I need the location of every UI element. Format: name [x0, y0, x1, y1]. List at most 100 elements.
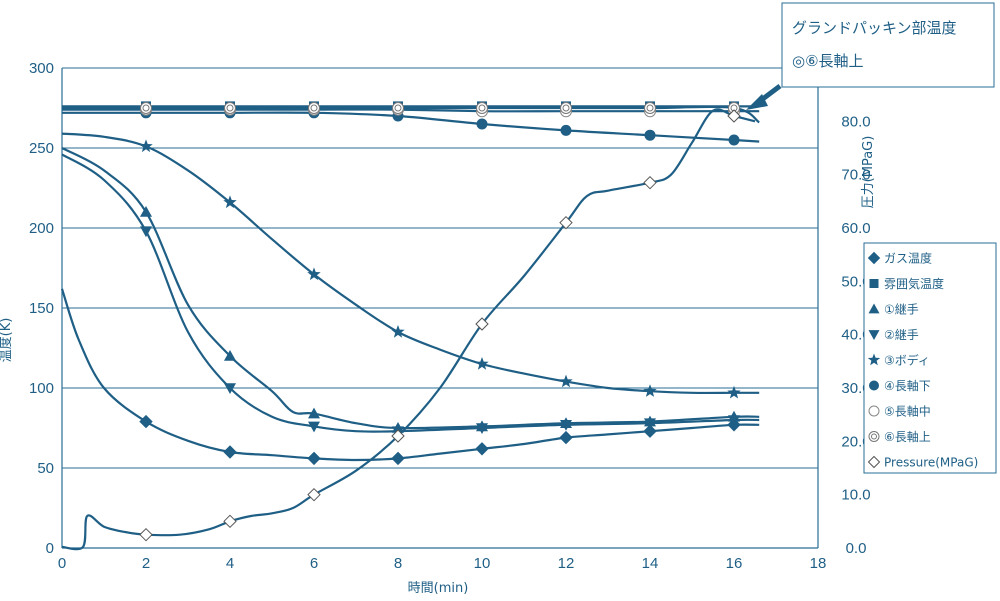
marker-double-circle-outer	[308, 102, 320, 114]
legend-label: ガス温度	[884, 251, 932, 266]
marker-double-circle	[224, 102, 236, 114]
marker-double-circle-inner	[394, 104, 402, 112]
series-layer	[60, 101, 760, 551]
marker-circle	[560, 124, 572, 136]
marker-double-circle-inner	[562, 104, 570, 112]
y-left-tick-label: 150	[29, 300, 54, 317]
x-tick-label: 18	[810, 555, 827, 572]
y-right-tick-label: 60.0	[841, 220, 870, 237]
marker-circle-open	[868, 405, 880, 417]
marker-diamond-open	[643, 175, 657, 190]
marker-star	[559, 374, 573, 388]
marker-diamond-open	[727, 109, 741, 123]
marker-double-circle-inner	[646, 104, 654, 112]
legend-label: ②継手	[884, 327, 919, 342]
marker-double-circle-inner	[142, 104, 150, 112]
marker-circle	[476, 118, 488, 130]
x-axis-label: 時間(min)	[408, 581, 469, 596]
marker-triangle-down	[560, 420, 572, 431]
y-right-tick-label: 50.0	[841, 273, 870, 290]
y-left-tick-label: 0	[46, 540, 54, 557]
marker-circle	[644, 129, 656, 141]
series-line	[60, 288, 760, 462]
marker-diamond	[475, 442, 489, 456]
x-tick-label: 14	[642, 555, 659, 572]
marker-double-circle	[476, 102, 488, 114]
marker-triangle-down	[476, 423, 488, 434]
series-4	[61, 132, 760, 399]
legend-box	[863, 242, 997, 474]
x-tick-label: 10	[474, 555, 491, 572]
marker-double-circle-inner	[226, 104, 234, 112]
marker-triangle-down	[308, 421, 320, 433]
marker-star	[727, 385, 741, 399]
marker-star	[475, 357, 489, 370]
series-8	[61, 108, 756, 551]
series-line	[61, 108, 756, 551]
marker-double-circle-inner	[310, 104, 318, 112]
marker-diamond-open	[867, 455, 881, 469]
callout-box	[781, 2, 995, 88]
series-line	[61, 147, 760, 430]
marker-double-circle-outer	[644, 102, 656, 114]
y-left-tick-label: 100	[29, 380, 54, 397]
legend-label: ③ボディ	[884, 353, 930, 368]
marker-diamond	[139, 414, 153, 429]
grid-lines	[62, 67, 818, 469]
marker-diamond	[307, 451, 321, 466]
marker-star	[139, 139, 153, 153]
marker-triangle-up	[868, 303, 880, 314]
marker-triangle-down	[868, 330, 880, 340]
tick-labels: 0 2 4 6 8 10 12 14 16 18 0 50 100 150 200 250 300 0.0 10.0…	[29, 60, 871, 572]
marker-star	[223, 195, 237, 209]
marker-star	[643, 384, 657, 397]
callout-line2: ◎⑥長軸上	[792, 52, 864, 70]
marker-double-circle-inner	[478, 104, 486, 112]
marker-double-circle-outer	[868, 431, 880, 442]
legend-label: 雰囲気温度	[884, 276, 944, 291]
series-line	[62, 111, 760, 143]
marker-triangle-up	[224, 350, 236, 361]
marker-double-circle	[392, 102, 404, 114]
marker-double-circle-inner	[871, 433, 877, 440]
y-right-tick-label: 0.0	[846, 540, 867, 557]
marker-double-circle	[560, 102, 572, 114]
axis-titles: 時間(min) 温度(K) 圧力(MPaG)	[0, 136, 876, 596]
marker-diamond-open	[139, 527, 153, 542]
y-left-tick-label: 50	[37, 460, 54, 477]
marker-triangle-up	[140, 206, 152, 217]
marker-star	[867, 353, 881, 366]
marker-double-circle-outer	[140, 102, 152, 114]
y-right-tick-label: 10.0	[841, 487, 870, 504]
marker-diamond-open	[475, 317, 489, 331]
y-left-tick-label: 200	[29, 220, 54, 237]
marker-diamond	[559, 430, 573, 445]
marker-double-circle	[868, 431, 880, 442]
marker-diamond-open	[559, 215, 573, 230]
marker-triangle-down	[728, 415, 740, 426]
y-right-tick-label: 80.0	[841, 113, 870, 130]
y-right-tick-label: 70.0	[841, 167, 870, 184]
x-tick-label: 12	[558, 555, 575, 572]
series-line	[61, 132, 760, 395]
marker-triangle-up	[308, 407, 320, 419]
y-left-tick-label: 250	[29, 140, 54, 157]
marker-star	[307, 267, 321, 281]
legend-label: ⑥長軸上	[884, 430, 931, 444]
marker-triangle-down	[140, 226, 152, 238]
marker-double-circle-outer	[560, 102, 572, 114]
x-tick-label: 16	[726, 555, 743, 572]
marker-circle	[728, 134, 740, 146]
y-axis-right-label: 圧力(MPaG)	[861, 136, 876, 209]
callout-annotation: グランドパッキン部温度 ◎⑥長軸上	[746, 2, 995, 110]
marker-triangle-down	[644, 418, 656, 430]
marker-double-circle-outer	[476, 102, 488, 114]
marker-double-circle-outer	[224, 102, 236, 114]
marker-double-circle-outer	[392, 102, 404, 114]
series-0	[60, 288, 760, 466]
callout-line1: グランドパッキン部温度	[792, 19, 957, 37]
marker-double-circle	[308, 102, 320, 114]
x-tick-label: 6	[310, 555, 318, 572]
marker-diamond	[643, 424, 657, 438]
marker-diamond	[391, 451, 405, 466]
